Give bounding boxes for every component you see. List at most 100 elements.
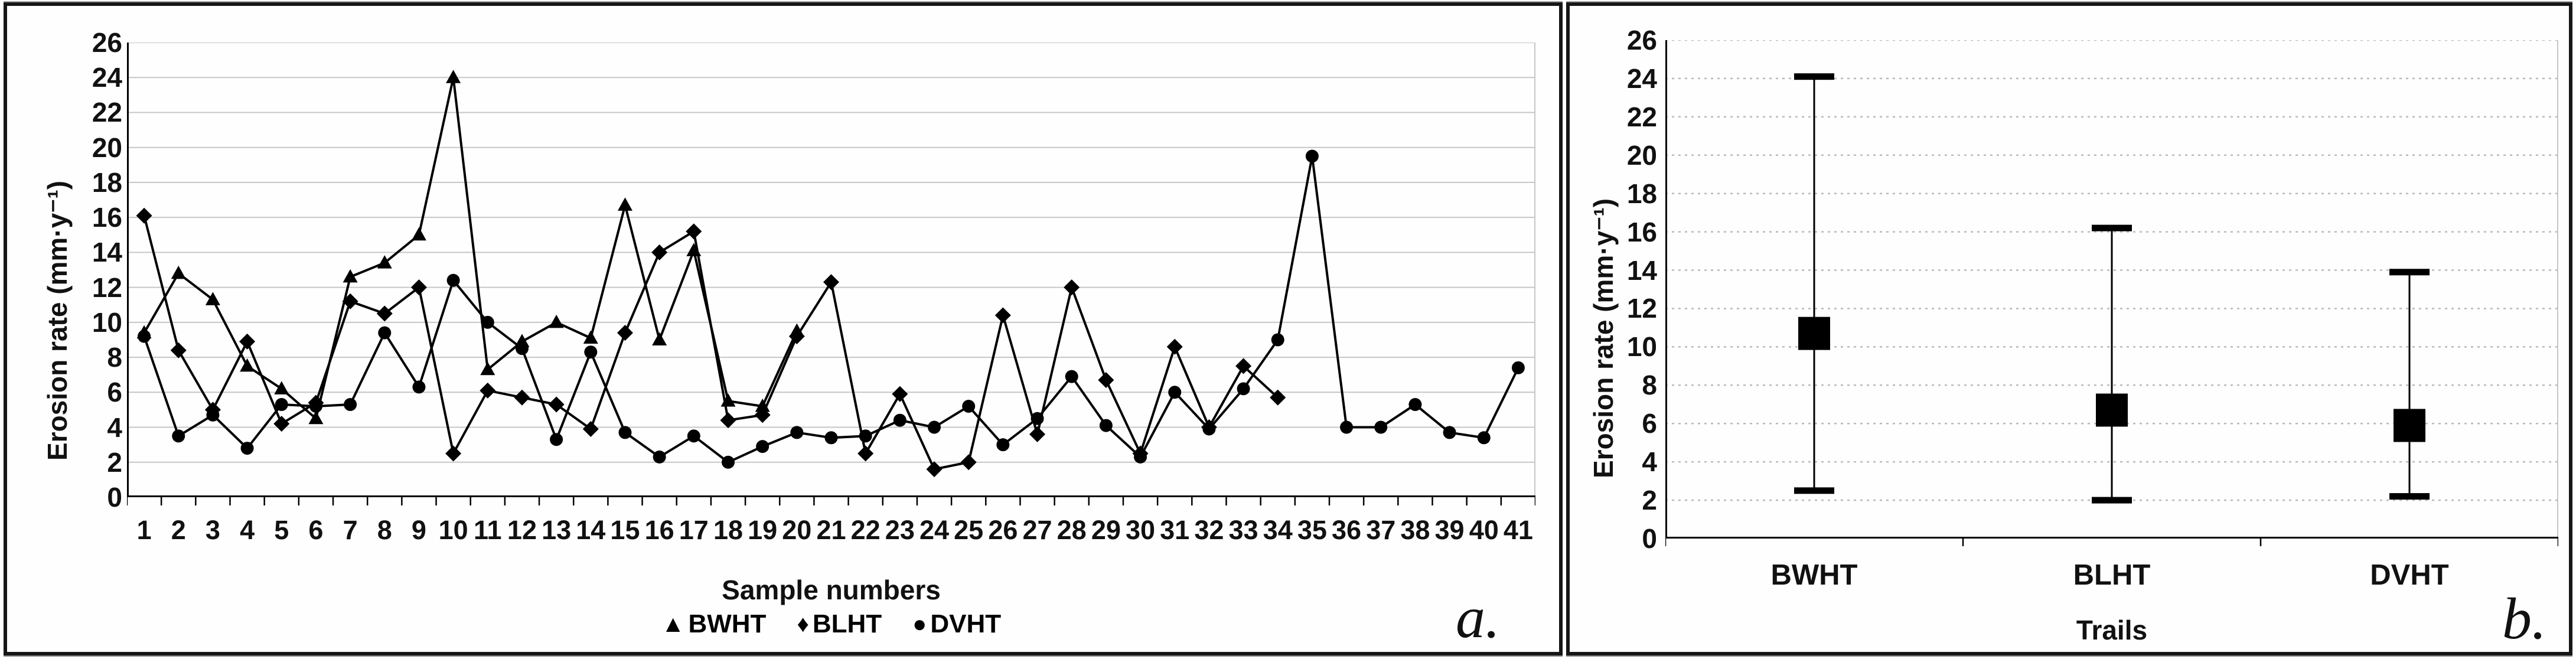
legend-item-blht: ♦ BLHT: [797, 609, 882, 639]
y-tick-label: 4: [1642, 446, 1657, 478]
min-cap-blht: [2092, 497, 2132, 504]
x-tick-label: 5: [274, 515, 289, 545]
data-point-dvht-30: [1134, 450, 1147, 464]
data-point-bwht-15: [617, 197, 632, 211]
y-tick-label: 22: [92, 97, 122, 128]
y-tick-label: 4: [107, 412, 122, 443]
x-tick-label: 21: [816, 515, 846, 545]
x-tick-label: 35: [1297, 515, 1327, 545]
y-tick-label: 0: [1642, 523, 1657, 554]
data-point-dvht-38: [1408, 398, 1422, 412]
data-point-blht-26: [994, 307, 1011, 324]
y-tick-label: 14: [92, 237, 122, 268]
x-tick-label: 19: [748, 515, 778, 545]
data-point-blht-1: [136, 207, 152, 224]
data-point-blht-18: [720, 412, 736, 429]
x-tick-label: 7: [343, 515, 358, 545]
y-tick-label: 6: [1642, 408, 1657, 439]
series-line-bwht: [143, 77, 798, 421]
data-point-dvht-29: [1099, 419, 1113, 432]
x-tick-label: 25: [954, 515, 984, 545]
data-point-bwht-11: [480, 361, 495, 376]
data-point-blht-14: [582, 421, 599, 437]
data-point-dvht-14: [584, 345, 598, 359]
data-point-dvht-34: [1271, 333, 1284, 347]
x-tick-label: 33: [1228, 515, 1258, 545]
data-point-blht-2: [170, 342, 187, 358]
y-tick-label: 16: [1626, 216, 1657, 247]
x-tick-label: 12: [507, 515, 537, 545]
data-point-dvht-33: [1237, 382, 1250, 396]
y-tick-label: 24: [92, 62, 122, 93]
data-point-blht-24: [926, 461, 943, 478]
data-point-bwht-6: [308, 410, 324, 425]
x-tick-label: 26: [988, 515, 1018, 545]
x-tick-label: 36: [1332, 515, 1362, 545]
x-tick-label: 4: [240, 515, 255, 545]
panel-a-line-chart: Erosion rate (mm·y⁻¹) 0 2 4 6 8 10 12 14 16 18 20 2…: [4, 2, 1563, 655]
x-tick-label: 37: [1366, 515, 1396, 545]
data-point-bwht-4: [240, 358, 255, 372]
max-cap-blht: [2092, 224, 2132, 231]
y-tick-label: 10: [1626, 331, 1657, 363]
mean-marker-dvht: [2394, 409, 2425, 442]
data-point-dvht-28: [1065, 370, 1078, 383]
y-tick-label: 24: [1626, 63, 1657, 94]
data-point-blht-19: [754, 407, 771, 423]
data-point-dvht-3: [206, 408, 220, 422]
x-tick-label: 27: [1022, 515, 1052, 545]
data-point-bwht-13: [549, 314, 564, 328]
x-tick-label: 34: [1263, 515, 1293, 545]
x-tick-label: 41: [1503, 515, 1533, 545]
data-point-blht-7: [342, 293, 358, 309]
data-point-blht-23: [892, 386, 908, 402]
y-tick-label: 26: [1626, 25, 1657, 56]
x-tick-label: 2: [171, 515, 186, 545]
legend-item-bwht: ▲ BWHT: [661, 609, 767, 639]
data-point-blht-15: [617, 325, 633, 341]
data-point-bwht-10: [446, 70, 461, 83]
data-point-bwht-9: [411, 227, 426, 241]
data-point-dvht-15: [618, 426, 632, 439]
data-point-dvht-37: [1374, 420, 1388, 434]
data-point-dvht-25: [962, 400, 976, 413]
data-point-bwht-5: [274, 381, 289, 394]
data-point-dvht-10: [446, 273, 460, 287]
data-point-bwht-8: [377, 255, 392, 269]
data-point-blht-20: [788, 328, 805, 345]
panel-b-plot-area: [1665, 40, 2558, 546]
max-cap-bwht: [1794, 73, 1834, 80]
x-tick-label: 15: [610, 515, 640, 545]
y-tick-label: 2: [1642, 485, 1657, 516]
x-tick-label: 10: [438, 515, 468, 545]
data-point-dvht-41: [1511, 361, 1525, 374]
x-tick-label: 3: [205, 515, 220, 545]
data-point-dvht-7: [344, 398, 357, 412]
y-tick-label: 18: [1626, 178, 1657, 209]
x-tick-label: 30: [1125, 515, 1156, 545]
data-point-dvht-2: [172, 429, 185, 443]
x-tick-label: 39: [1434, 515, 1465, 545]
x-tick-label: 23: [885, 515, 915, 545]
data-point-dvht-32: [1202, 422, 1216, 436]
data-point-dvht-5: [275, 398, 288, 412]
y-tick-label: 6: [107, 377, 122, 408]
data-point-blht-31: [1166, 338, 1183, 355]
mean-marker-bwht: [1798, 317, 1830, 350]
x-tick-label: 16: [644, 515, 674, 545]
data-point-blht-13: [548, 396, 565, 413]
data-point-dvht-24: [928, 420, 941, 434]
y-tick-label: 8: [107, 342, 122, 373]
panel-a-x-axis-title: Sample numbers: [722, 575, 941, 605]
data-point-blht-10: [445, 445, 462, 462]
x-tick-label: 20: [782, 515, 812, 545]
data-point-dvht-27: [1031, 412, 1044, 425]
y-tick-label: 26: [92, 27, 122, 58]
data-point-dvht-21: [824, 431, 838, 445]
y-tick-label: 2: [107, 446, 122, 478]
data-point-blht-22: [857, 445, 874, 462]
data-point-dvht-26: [996, 438, 1010, 452]
data-point-blht-33: [1235, 358, 1252, 374]
x-tick-label: 28: [1057, 515, 1087, 545]
data-point-blht-5: [273, 416, 290, 432]
